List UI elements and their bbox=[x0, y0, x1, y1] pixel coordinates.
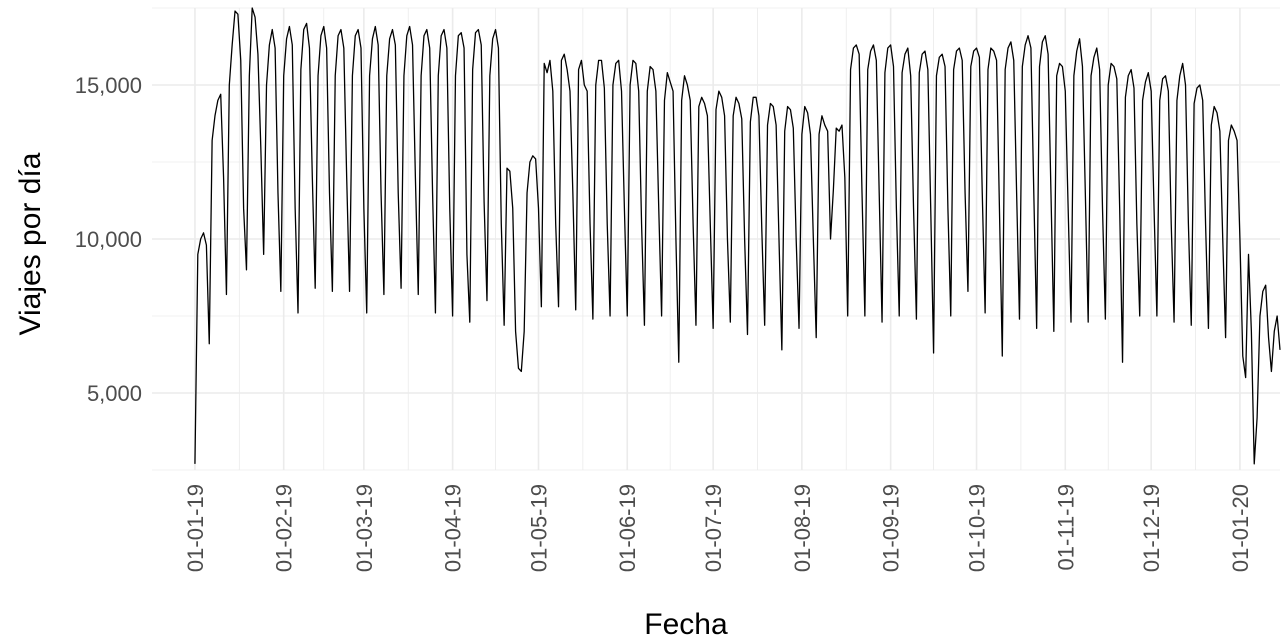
x-axis-title: Fecha bbox=[644, 608, 728, 638]
x-axis-ticks: 01-01-19 01-02-19 01-03-19 01-04-19 01-05-19… bbox=[183, 484, 1253, 572]
x-tick-label: 01-12-19 bbox=[1139, 484, 1164, 572]
series-line-viajes bbox=[194, 7, 1281, 465]
y-axis-ticks: 5,000 10,000 15,000 bbox=[75, 73, 142, 406]
y-tick-label: 10,000 bbox=[75, 227, 142, 252]
x-tick-label: 01-03-19 bbox=[352, 484, 377, 572]
x-tick-label: 01-07-19 bbox=[701, 484, 726, 572]
y-tick-label: 5,000 bbox=[87, 381, 142, 406]
x-tick-label: 01-10-19 bbox=[965, 484, 990, 572]
x-tick-label: 01-11-19 bbox=[1053, 484, 1078, 570]
x-tick-label: 01-09-19 bbox=[879, 484, 904, 572]
x-tick-label: 01-06-19 bbox=[615, 484, 640, 572]
x-tick-label: 01-05-19 bbox=[526, 484, 551, 572]
x-tick-label: 01-08-19 bbox=[790, 484, 815, 572]
x-tick-label: 01-02-19 bbox=[272, 484, 297, 572]
y-axis-title: Viajes por día bbox=[14, 152, 47, 335]
x-tick-label: 01-01-20 bbox=[1228, 484, 1253, 572]
x-tick-label: 01-01-19 bbox=[183, 484, 208, 572]
major-gridlines bbox=[152, 8, 1280, 470]
y-tick-label: 15,000 bbox=[75, 73, 142, 98]
x-tick-label: 01-04-19 bbox=[441, 484, 466, 572]
